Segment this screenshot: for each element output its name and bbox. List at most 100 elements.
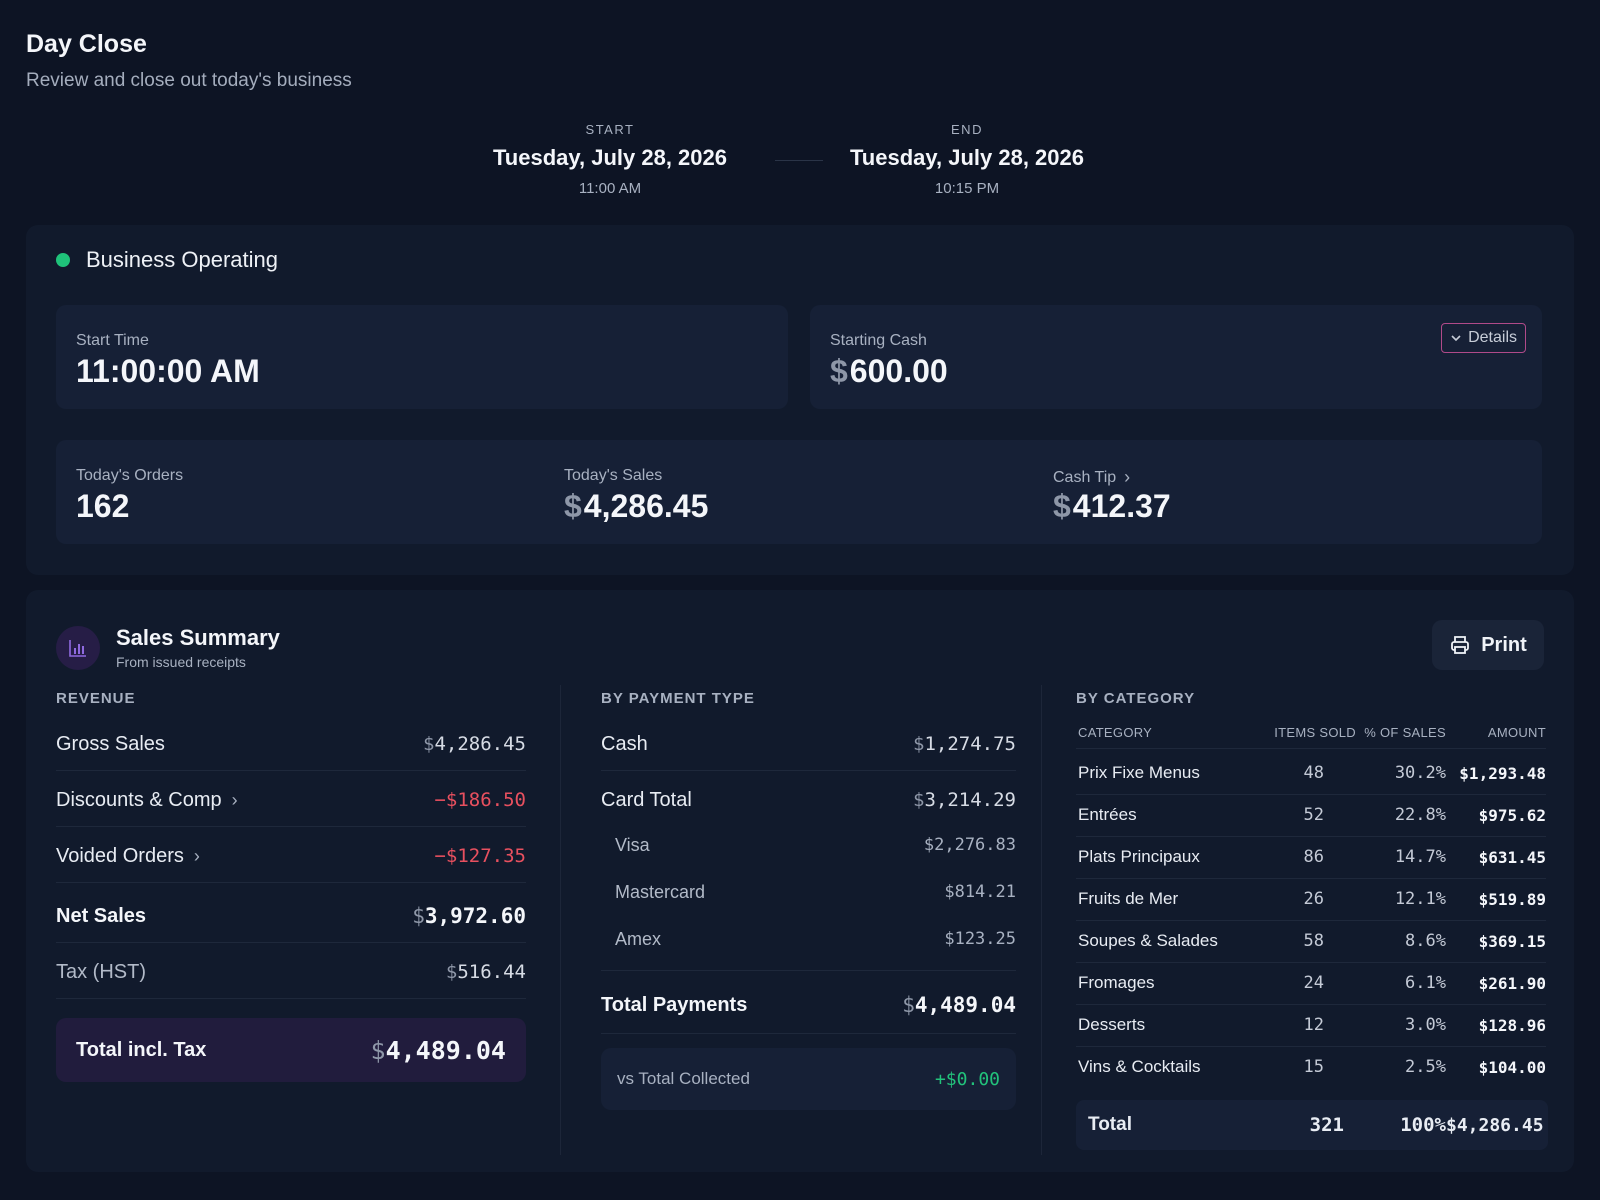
range-start-label: START [585,122,635,137]
cash-tip-label[interactable]: Cash Tip › [1053,467,1130,488]
items-sold: 48 [1303,763,1324,783]
column-divider [1041,685,1042,1155]
cash-tip-stat[interactable]: Cash Tip › $412.37 [1033,440,1513,544]
pct-of-sales: 22.8% [1394,805,1446,825]
column-header-amount: AMOUNT [1487,724,1546,740]
net-sales-label: Net Sales [56,904,147,927]
items-sold: 24 [1303,973,1324,993]
card-total-value: $3,214.29 [913,789,1016,811]
voided-orders-row[interactable]: Voided Orders › −$127.35 [56,840,526,872]
print-label: Print [1481,633,1527,656]
voided-orders-text: Voided Orders [56,844,184,867]
card-total-label: Card Total [601,788,692,811]
row-divider [1076,1004,1546,1005]
tax-label: Tax (HST) [56,960,146,983]
amount: $631.45 [1478,847,1546,867]
amount: $128.96 [1478,1015,1546,1035]
revenue-heading: REVENUE [56,690,136,707]
items-sold: 58 [1303,931,1324,951]
row-divider [1076,962,1546,963]
status-dot-icon [56,253,70,267]
amount: $369.15 [1478,931,1546,951]
currency-symbol: $ [370,1035,386,1065]
row-divider [1076,920,1546,921]
pct-of-sales: 6.1% [1405,973,1446,993]
row-divider [601,1033,1016,1034]
row-divider [56,770,526,771]
total-collected-label: vs Total Collected [617,1069,750,1088]
chevron-right-icon: › [231,789,238,810]
card-total-amount: 3,214.29 [924,789,1016,811]
operating-status: Business Operating [56,247,278,273]
column-header-pct-of-sales: % OF SALES [1364,724,1446,740]
cash-tip-text: Cash Tip [1053,468,1117,486]
cash-row: Cash $1,274.75 [601,728,1016,760]
amount: $104.00 [1478,1057,1546,1077]
items-sold: 26 [1303,889,1324,909]
todays-sales-value: $4,286.45 [564,488,708,525]
range-start-time: 11:00 AM [578,180,642,197]
category-name: Vins & Cocktails [1078,1057,1201,1076]
start-time-label: Start Time [76,332,149,349]
table-row: Fruits de Mer 26 12.1% $519.89 [1076,878,1546,920]
range-end: END Tuesday, July 28, 2026 10:15 PM [827,122,1107,197]
amex-label: Amex [615,928,662,949]
todays-sales-label: Today's Sales [564,467,663,484]
start-time-card: Start Time 11:00:00 AM [56,305,788,409]
cash-label: Cash [601,732,648,755]
table-row: Entrées 52 22.8% $975.62 [1076,794,1546,836]
amex-row: Amex $123.25 [601,924,1016,954]
currency-symbol: $ [423,733,435,755]
sales-summary-title: Sales Summary [116,625,280,650]
items-sold: 15 [1303,1057,1324,1077]
row-divider [1076,1046,1546,1047]
currency-symbol: $ [902,993,915,1017]
range-start-date: Tuesday, July 28, 2026 [493,145,727,170]
visa-label: Visa [615,834,650,855]
total-payments-label: Total Payments [601,993,748,1016]
start-time-value: 11:00:00 AM [76,353,260,389]
category-table-header: CATEGORY ITEMS SOLD % OF SALES AMOUNT [1076,722,1546,742]
pct-of-sales: 12.1% [1394,889,1446,909]
gross-sales-row: Gross Sales $4,286.45 [56,728,526,760]
visa-value: $2,276.83 [924,835,1016,855]
category-name: Soupes & Salades [1078,931,1218,950]
print-button[interactable]: Print [1432,620,1544,670]
range-separator [775,160,823,161]
mastercard-label: Mastercard [615,881,706,902]
amex-amount: 123.25 [954,929,1016,949]
gross-sales-label: Gross Sales [56,732,165,755]
category-section: BY CATEGORY CATEGORY ITEMS SOLD % OF SAL… [1076,690,1548,1150]
category-total-row: Total 321 100% $4,286.45 [1076,1100,1548,1150]
currency-symbol: $ [830,353,848,389]
table-row: Fromages 24 6.1% $261.90 [1076,962,1546,1004]
row-divider [601,770,1016,771]
category-total-label: Total [1088,1114,1132,1135]
voided-orders-label[interactable]: Voided Orders › [56,845,200,868]
column-header-category: CATEGORY [1078,724,1153,740]
starting-cash-value: $600.00 [830,353,948,390]
category-total-amount: $4,286.45 [1446,1114,1544,1136]
total-incl-tax-value: $4,489.04 [371,1036,506,1065]
cash-tip-value: $412.37 [1053,488,1171,525]
todays-orders-stat: Today's Orders 162 [56,440,536,544]
sales-summary-subtitle: From issued receipts [116,654,246,670]
discounts-label[interactable]: Discounts & Comp › [56,789,238,812]
total-incl-tax-label: Total incl. Tax [76,1038,207,1061]
pct-of-sales: 8.6% [1405,931,1446,951]
category-name: Prix Fixe Menus [1078,763,1200,782]
discounts-value: −$186.50 [434,789,526,811]
table-row: Plats Principaux 86 14.7% $631.45 [1076,836,1546,878]
tax-amount: 516.44 [457,961,526,983]
currency-symbol: $ [944,882,955,902]
discounts-row[interactable]: Discounts & Comp › −$186.50 [56,784,526,816]
date-range: START Tuesday, July 28, 2026 11:00 AM EN… [470,122,1130,202]
page-subtitle: Review and close out today's business [26,70,352,91]
cash-tip-amount: 412.37 [1072,488,1171,524]
currency-symbol: $ [913,733,925,755]
category-heading: BY CATEGORY [1076,690,1196,707]
details-button[interactable]: Details [1441,323,1526,353]
range-start: START Tuesday, July 28, 2026 11:00 AM [470,122,750,197]
amount: $975.62 [1478,805,1546,825]
total-payments-row: Total Payments $4,489.04 [601,988,1016,1022]
